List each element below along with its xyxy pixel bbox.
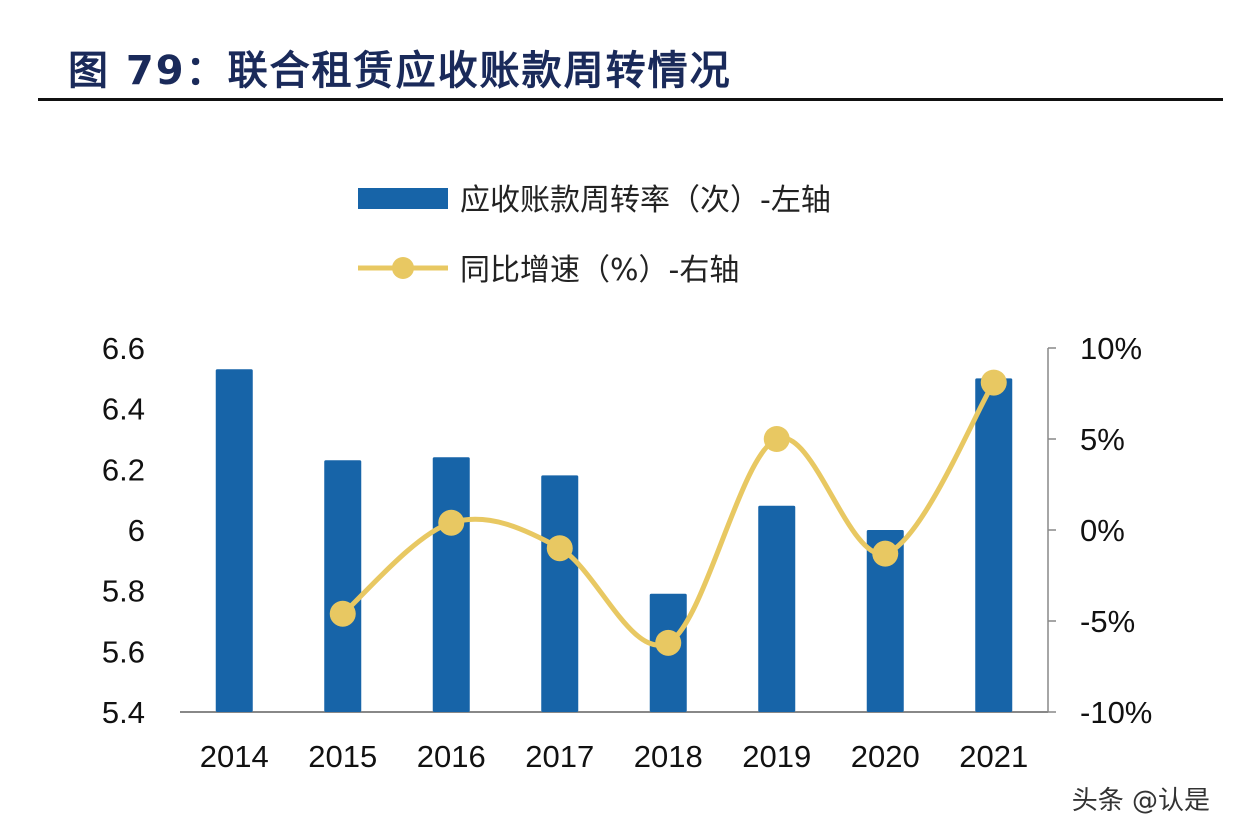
chart-title: 图 79：联合租赁应收账款周转情况: [68, 48, 732, 94]
x-tick-label: 2021: [959, 739, 1028, 774]
growth-point-2020: [872, 540, 899, 567]
bar-2020: [866, 530, 904, 712]
left-tick-label: 6.4: [102, 392, 145, 427]
growth-point-2015: [329, 600, 356, 627]
bar-2021: [975, 378, 1013, 712]
legend-bar-swatch: [358, 188, 448, 209]
bar-2016: [432, 457, 470, 712]
watermark: 头条 @认是: [1071, 786, 1210, 816]
bar-2017: [541, 475, 579, 712]
x-tick-label: 2019: [742, 739, 811, 774]
x-tick-label: 2018: [634, 739, 703, 774]
growth-point-2017: [546, 535, 573, 562]
x-tick-label: 2015: [308, 739, 377, 774]
x-tick-label: 2016: [417, 739, 486, 774]
growth-point-2018: [655, 629, 682, 656]
right-tick-label: 5%: [1080, 422, 1125, 457]
legend-line-label: 同比增速（%）-右轴: [460, 253, 739, 288]
legend-line-marker: [392, 257, 414, 279]
x-tick-label: 2020: [851, 739, 920, 774]
left-tick-label: 5.4: [102, 695, 145, 730]
x-tick-label: 2017: [525, 739, 594, 774]
growth-point-2016: [438, 509, 465, 536]
x-tick-label: 2014: [200, 739, 269, 774]
right-tick-label: 10%: [1080, 331, 1142, 366]
left-tick-label: 6.2: [102, 452, 145, 487]
left-tick-label: 5.8: [102, 574, 145, 609]
right-tick-label: 0%: [1080, 513, 1125, 548]
bar-2014: [215, 369, 253, 712]
title-divider: [38, 98, 1223, 101]
right-tick-label: -10%: [1080, 695, 1152, 730]
growth-point-2019: [763, 426, 790, 452]
bar-2015: [324, 460, 362, 712]
growth-point-2021: [980, 369, 1007, 396]
left-tick-label: 6: [128, 513, 145, 548]
left-tick-label: 6.6: [102, 331, 145, 366]
legend-bar-label: 应收账款周转率（次）-左轴: [460, 183, 831, 218]
bar-2019: [758, 505, 796, 712]
left-tick-label: 5.6: [102, 634, 145, 669]
right-tick-label: -5%: [1080, 604, 1135, 639]
